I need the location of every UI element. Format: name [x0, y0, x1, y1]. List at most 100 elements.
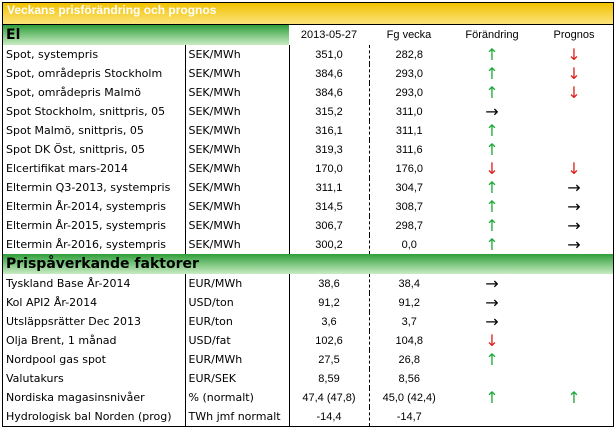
previous-value: 293,0 — [395, 67, 424, 80]
unit: SEK/MWh — [184, 235, 290, 254]
row-label: Hydrologisk bal Norden (prog) — [6, 410, 172, 423]
unit: SEK/MWh — [184, 121, 290, 140]
forecast-arrow: ↓ — [567, 45, 581, 64]
previous-value: 308,7 — [395, 200, 424, 213]
forecast-arrow — [535, 140, 613, 159]
current-value: -14,4 — [289, 407, 370, 426]
unit: EUR/SEK — [184, 369, 290, 388]
change-arrow: ↑ — [485, 140, 499, 159]
table-row: Spot Malmö, snittpris, 05 SEK/MWh 316,1 311… — [3, 121, 613, 140]
table-row: Eltermin År-2016, systempris SEK/MWh 300,2… — [3, 235, 613, 254]
table-row: Valutakurs EUR/SEK 8,59 8,56 — [3, 369, 613, 388]
row-label: Spot, områdepris Malmö — [6, 86, 141, 99]
forecast-arrow: ↓ — [567, 83, 581, 102]
change-arrow: → — [485, 274, 499, 293]
row-label: Eltermin Q3-2013, systempris — [6, 181, 171, 194]
current-value: 91,2 — [289, 293, 370, 312]
table-row: Nordiska magasinsnivåer % (normalt) 47,4 (… — [3, 388, 613, 407]
forecast-arrow — [535, 293, 613, 312]
current-value: 316,1 — [289, 121, 370, 140]
current-value: 315,2 — [289, 102, 370, 121]
table-row: Nordpool gas spot EUR/MWh 27,5 26,8 ↑ — [3, 350, 613, 369]
column-header: Förändring — [465, 29, 519, 41]
table-row: Utsläppsrätter Dec 2013 EUR/ton 3,6 3,7 → — [3, 312, 613, 331]
current-value: 38,6 — [289, 274, 370, 293]
table-row: Spot, områdepris Malmö SEK/MWh 384,6 293,0 ↑… — [3, 83, 613, 102]
change-arrow: ↓ — [485, 159, 499, 178]
previous-value: 311,0 — [395, 105, 423, 118]
change-arrow: ↓ — [485, 331, 499, 350]
current-value: 8,59 — [289, 369, 370, 388]
table-row: Tyskland Base År-2014 EUR/MWh 38,6 38,4 → — [3, 274, 613, 293]
change-arrow: → — [485, 312, 499, 331]
forecast-arrow — [535, 312, 613, 331]
change-arrow: → — [485, 293, 499, 312]
row-label: Eltermin År-2016, systempris — [6, 238, 167, 251]
forecast-arrow — [535, 121, 613, 140]
row-label: Spot Malmö, snittpris, 05 — [6, 124, 144, 137]
row-label: Eltermin År-2014, systempris — [6, 200, 167, 213]
forecast-arrow: ↑ — [567, 388, 581, 407]
row-label: Kol API2 År-2014 — [6, 296, 98, 309]
section-title: El — [3, 25, 289, 45]
row-label: Spot DK Öst, snittpris, 05 — [6, 143, 146, 156]
previous-value: 8,56 — [398, 372, 420, 385]
unit: SEK/MWh — [184, 102, 290, 121]
table-row: Hydrologisk bal Norden (prog) TWh jmf nor… — [3, 407, 613, 426]
row-label: Valutakurs — [6, 372, 64, 385]
row-label: Spot, områdepris Stockholm — [6, 67, 163, 80]
change-arrow: ↑ — [485, 216, 499, 235]
table-row: Spot, systempris SEK/MWh 351,0 282,8 ↑ ↓ — [3, 45, 613, 64]
price-table: El 2013-05-27 Fg vecka Förändring Prognos Spo… — [3, 25, 613, 426]
change-arrow: → — [485, 102, 499, 121]
forecast-arrow — [535, 407, 613, 426]
forecast-arrow: → — [567, 235, 581, 254]
change-arrow — [449, 407, 535, 426]
row-label: Nordpool gas spot — [6, 353, 106, 366]
previous-value: 298,7 — [395, 219, 424, 232]
unit: SEK/MWh — [184, 197, 290, 216]
table-row: Elcertifikat mars-2014 SEK/MWh 170,0 176,0 ↓… — [3, 159, 613, 178]
unit: USD/fat — [184, 331, 290, 350]
table-row: Spot DK Öst, snittpris, 05 SEK/MWh 319,3 31… — [3, 140, 613, 159]
current-value: 306,7 — [289, 216, 370, 235]
table-row: Spot Stockholm, snittpris, 05 SEK/MWh 315,… — [3, 102, 613, 121]
table-row: Eltermin Q3-2013, systempris SEK/MWh 311,1… — [3, 178, 613, 197]
current-value: 47,4 (47,8) — [289, 388, 370, 407]
current-value: 170,0 — [289, 159, 370, 178]
previous-value: 0,0 — [401, 238, 417, 251]
previous-value: 293,0 — [395, 86, 424, 99]
forecast-arrow: ↓ — [567, 64, 581, 83]
current-value: 319,3 — [289, 140, 370, 159]
table-row: Spot, områdepris Stockholm SEK/MWh 384,6 29… — [3, 64, 613, 83]
current-value: 102,6 — [289, 331, 370, 350]
unit: EUR/ton — [184, 312, 290, 331]
previous-value: 45,0 (42,4) — [382, 391, 436, 404]
section-header: Prispåverkande faktorer — [3, 254, 613, 274]
current-value: 314,5 — [289, 197, 370, 216]
current-value: 300,2 — [289, 235, 370, 254]
unit: SEK/MWh — [184, 159, 290, 178]
previous-value: 311,1 — [395, 124, 423, 137]
forecast-arrow — [535, 102, 613, 121]
change-arrow: ↑ — [485, 64, 499, 83]
row-label: Utsläppsrätter Dec 2013 — [6, 315, 142, 328]
previous-value: 3,7 — [401, 315, 417, 328]
change-arrow: ↑ — [485, 388, 499, 407]
change-arrow: ↑ — [485, 197, 499, 216]
change-arrow: ↑ — [485, 178, 499, 197]
forecast-arrow: → — [567, 197, 581, 216]
column-header: Fg vecka — [386, 29, 432, 41]
unit: EUR/MWh — [184, 274, 290, 293]
previous-value: 38,4 — [398, 277, 420, 290]
previous-value: 282,8 — [395, 48, 424, 61]
change-arrow: ↑ — [485, 121, 499, 140]
change-arrow: ↑ — [485, 45, 499, 64]
section-header: El 2013-05-27 Fg vecka Förändring Prognos — [3, 25, 613, 45]
forecast-arrow — [535, 350, 613, 369]
row-label: Spot, systempris — [6, 48, 99, 61]
previous-value: 91,2 — [398, 296, 420, 309]
section-title: Prispåverkande faktorer — [3, 254, 613, 274]
column-header: Prognos — [553, 29, 595, 41]
previous-value: -14,7 — [396, 410, 422, 423]
